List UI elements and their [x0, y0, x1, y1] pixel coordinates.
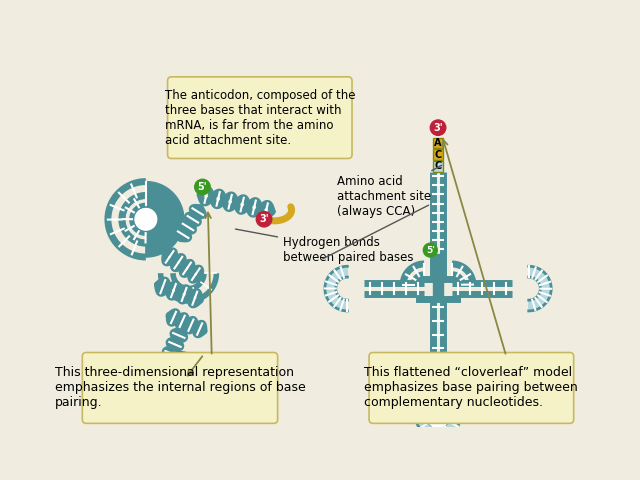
- Polygon shape: [161, 352, 200, 372]
- Polygon shape: [415, 393, 461, 416]
- Text: 3': 3': [259, 214, 269, 224]
- Bar: [433, 161, 444, 171]
- Text: 5': 5': [426, 246, 435, 254]
- Text: This flattened “cloverleaf” model
emphasizes base pairing between
complementary : This flattened “cloverleaf” model emphas…: [365, 366, 579, 409]
- Circle shape: [256, 212, 272, 227]
- FancyBboxPatch shape: [168, 77, 352, 158]
- Text: A: A: [435, 138, 442, 148]
- Polygon shape: [529, 266, 551, 311]
- Text: 3': 3': [433, 123, 443, 132]
- Text: The anticodon, composed of the
three bases that interact with
mRNA, is far from : The anticodon, composed of the three bas…: [164, 89, 355, 147]
- Text: C: C: [435, 161, 442, 171]
- Circle shape: [426, 404, 450, 427]
- Polygon shape: [325, 266, 348, 311]
- Circle shape: [195, 179, 210, 195]
- Text: Amino acid
attachment site
(always CCA): Amino acid attachment site (always CCA): [337, 165, 442, 218]
- Text: C: C: [435, 150, 442, 160]
- Polygon shape: [146, 181, 184, 257]
- Circle shape: [135, 208, 157, 230]
- Text: Hydrogen bonds
between paired bases: Hydrogen bonds between paired bases: [236, 229, 413, 264]
- FancyBboxPatch shape: [369, 352, 573, 423]
- FancyBboxPatch shape: [83, 352, 278, 423]
- Circle shape: [428, 406, 448, 426]
- Polygon shape: [415, 393, 461, 438]
- Circle shape: [423, 243, 437, 257]
- Text: This three-dimensional representation
emphasizes the internal regions of base
pa: This three-dimensional representation em…: [54, 366, 305, 409]
- Bar: [433, 138, 444, 148]
- Text: 5': 5': [198, 182, 207, 192]
- Bar: [433, 149, 444, 160]
- Circle shape: [173, 364, 189, 380]
- Polygon shape: [161, 372, 200, 391]
- Circle shape: [430, 120, 446, 135]
- Polygon shape: [433, 254, 444, 300]
